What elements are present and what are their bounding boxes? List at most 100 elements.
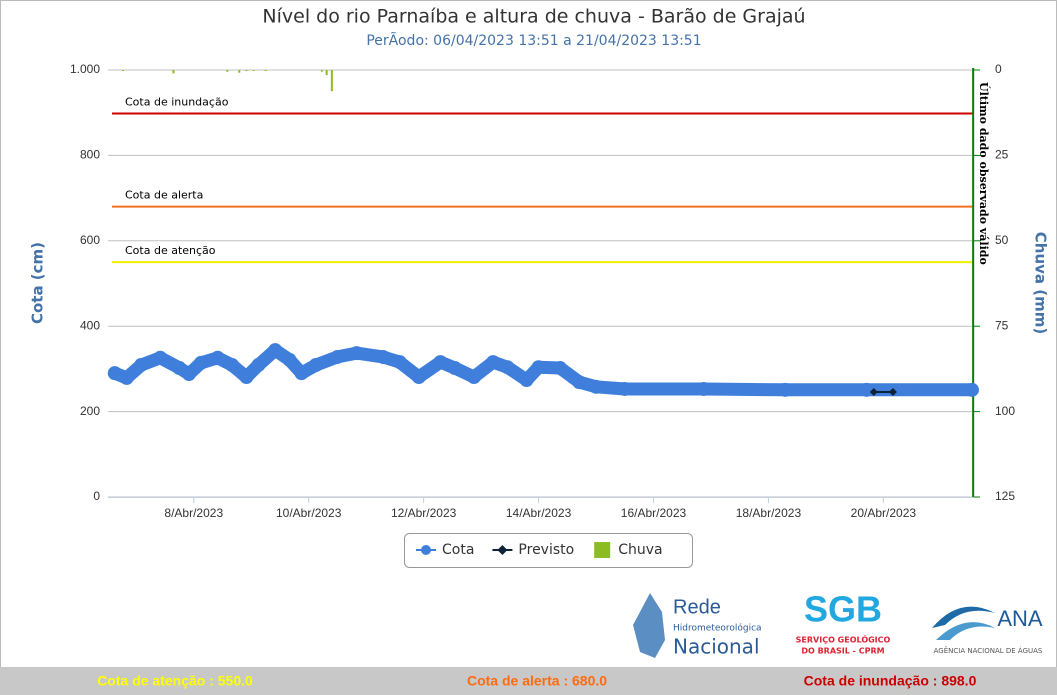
threshold-label: Cota de inundação [125, 96, 229, 109]
logo-text: SERVIÇO GEOLÓGICO [796, 634, 891, 645]
point [282, 352, 297, 367]
logo-rede-shape [633, 593, 665, 658]
point [134, 358, 149, 373]
footer-bar [0, 667, 1057, 695]
logo-text: AGÊNCIA NACIONAL DE ÁGUAS [934, 646, 1043, 655]
point [531, 360, 546, 375]
y2-tick-label: 100 [995, 404, 1015, 418]
point [193, 355, 208, 370]
point [696, 381, 711, 396]
point [107, 366, 122, 381]
logo-text: DO BRASIL - CPRM [801, 647, 884, 656]
legend-label: Chuva [618, 542, 662, 558]
point [268, 343, 283, 358]
point [500, 360, 515, 375]
rain-bar [320, 70, 323, 72]
point [308, 358, 323, 373]
y2-tick-label: 50 [995, 233, 1009, 247]
y-tick-label: 800 [80, 148, 100, 162]
chart-title: Nível do rio Parnaíba e altura de chuva … [262, 6, 805, 28]
point [447, 361, 462, 376]
point [239, 370, 254, 385]
rain-bar [264, 70, 267, 72]
rain-bar [122, 70, 125, 72]
rain-bar [172, 70, 175, 74]
y-tick-label: 400 [80, 318, 100, 332]
logo-text: SGB [804, 589, 882, 630]
rain-bar [226, 70, 229, 72]
x-tick-label: 8/Abr/2023 [164, 506, 223, 520]
point [392, 355, 407, 370]
point [964, 382, 979, 397]
logo-text: Nacional [673, 635, 760, 659]
x-tick-label: 14/Abr/2023 [506, 506, 572, 520]
point [153, 350, 168, 365]
rain-bar [238, 70, 241, 73]
y-axis-title: Cota (cm) [29, 242, 47, 324]
logo-ana-wave [932, 606, 995, 628]
point [349, 346, 364, 361]
legend-box [404, 533, 693, 568]
point [553, 361, 568, 376]
legend-swatch [421, 545, 431, 555]
point [294, 366, 309, 381]
logo-text: Hidrometeorológica [673, 623, 762, 634]
point [859, 382, 874, 397]
logo-text: Rede [673, 596, 721, 618]
legend-swatch [497, 545, 508, 555]
y-tick-label: 0 [93, 489, 100, 503]
y-tick-label: 200 [80, 404, 100, 418]
y2-axis-title: Chuva (mm) [1032, 232, 1050, 334]
y2-tick-label: 25 [995, 148, 1009, 162]
legend-label: Previsto [518, 542, 574, 558]
point [433, 355, 448, 370]
logo-text: ANA [997, 606, 1043, 631]
footer-text: Cota de alerta : 680.0 [467, 673, 607, 689]
threshold-label: Cota de alerta [125, 189, 203, 202]
y2-tick-label: 125 [995, 489, 1015, 503]
point [888, 387, 897, 396]
point [251, 358, 266, 373]
point [519, 373, 534, 388]
x-tick-label: 18/Abr/2023 [736, 506, 802, 520]
point [411, 370, 426, 385]
point [181, 367, 196, 382]
threshold-label: Cota de atenção [125, 244, 216, 257]
logo-rede: Rede Hidrometeorológica Nacional [633, 593, 762, 659]
rain-bar [330, 70, 333, 92]
point [210, 350, 225, 365]
logo-sgb: SGB SERVIÇO GEOLÓGICO DO BRASIL - CPRM [796, 589, 891, 656]
chart-subtitle: PerÃodo: 06/04/2023 13:51 a 21/04/2023 1… [366, 32, 701, 49]
point [466, 370, 481, 385]
x-tick-label: 12/Abr/2023 [391, 506, 457, 520]
point [778, 382, 793, 397]
point [486, 355, 501, 370]
rain-bar [325, 70, 328, 76]
point [375, 349, 390, 364]
x-tick-label: 16/Abr/2023 [621, 506, 687, 520]
x-tick-label: 20/Abr/2023 [851, 506, 917, 520]
point [572, 375, 587, 390]
last-observed-label: Último dado observado válido [977, 82, 991, 265]
logo-ana: ANA AGÊNCIA NACIONAL DE ÁGUAS [932, 606, 1043, 655]
point [617, 381, 632, 396]
y-tick-label: 600 [80, 233, 100, 247]
footer-text: Cota de inundação : 898.0 [804, 673, 977, 689]
logo-ana-wave [936, 622, 995, 640]
point [869, 387, 878, 396]
legend-label: Cota [442, 542, 474, 558]
point [589, 379, 604, 394]
y2-tick-label: 75 [995, 318, 1009, 332]
point [119, 370, 134, 385]
y-tick-label: 1.000 [70, 62, 100, 76]
x-tick-label: 10/Abr/2023 [276, 506, 342, 520]
rain-bar [252, 70, 255, 72]
footer-text: Cota de atenção : 550.0 [97, 673, 253, 689]
point [225, 358, 240, 373]
rain-bar [245, 70, 248, 72]
y2-tick-label: 0 [995, 62, 1002, 76]
point [330, 349, 345, 364]
legend-swatch [594, 542, 611, 558]
